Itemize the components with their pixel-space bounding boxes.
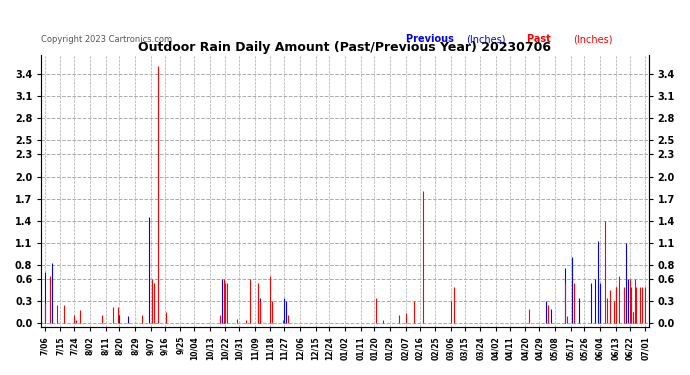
Text: Past: Past <box>527 34 554 44</box>
Text: (Inches): (Inches) <box>466 34 506 44</box>
Text: Previous: Previous <box>406 34 457 44</box>
Text: Copyright 2023 Cartronics.com: Copyright 2023 Cartronics.com <box>41 35 172 44</box>
Text: (Inches): (Inches) <box>573 34 612 44</box>
Title: Outdoor Rain Daily Amount (Past/Previous Year) 20230706: Outdoor Rain Daily Amount (Past/Previous… <box>139 41 551 54</box>
